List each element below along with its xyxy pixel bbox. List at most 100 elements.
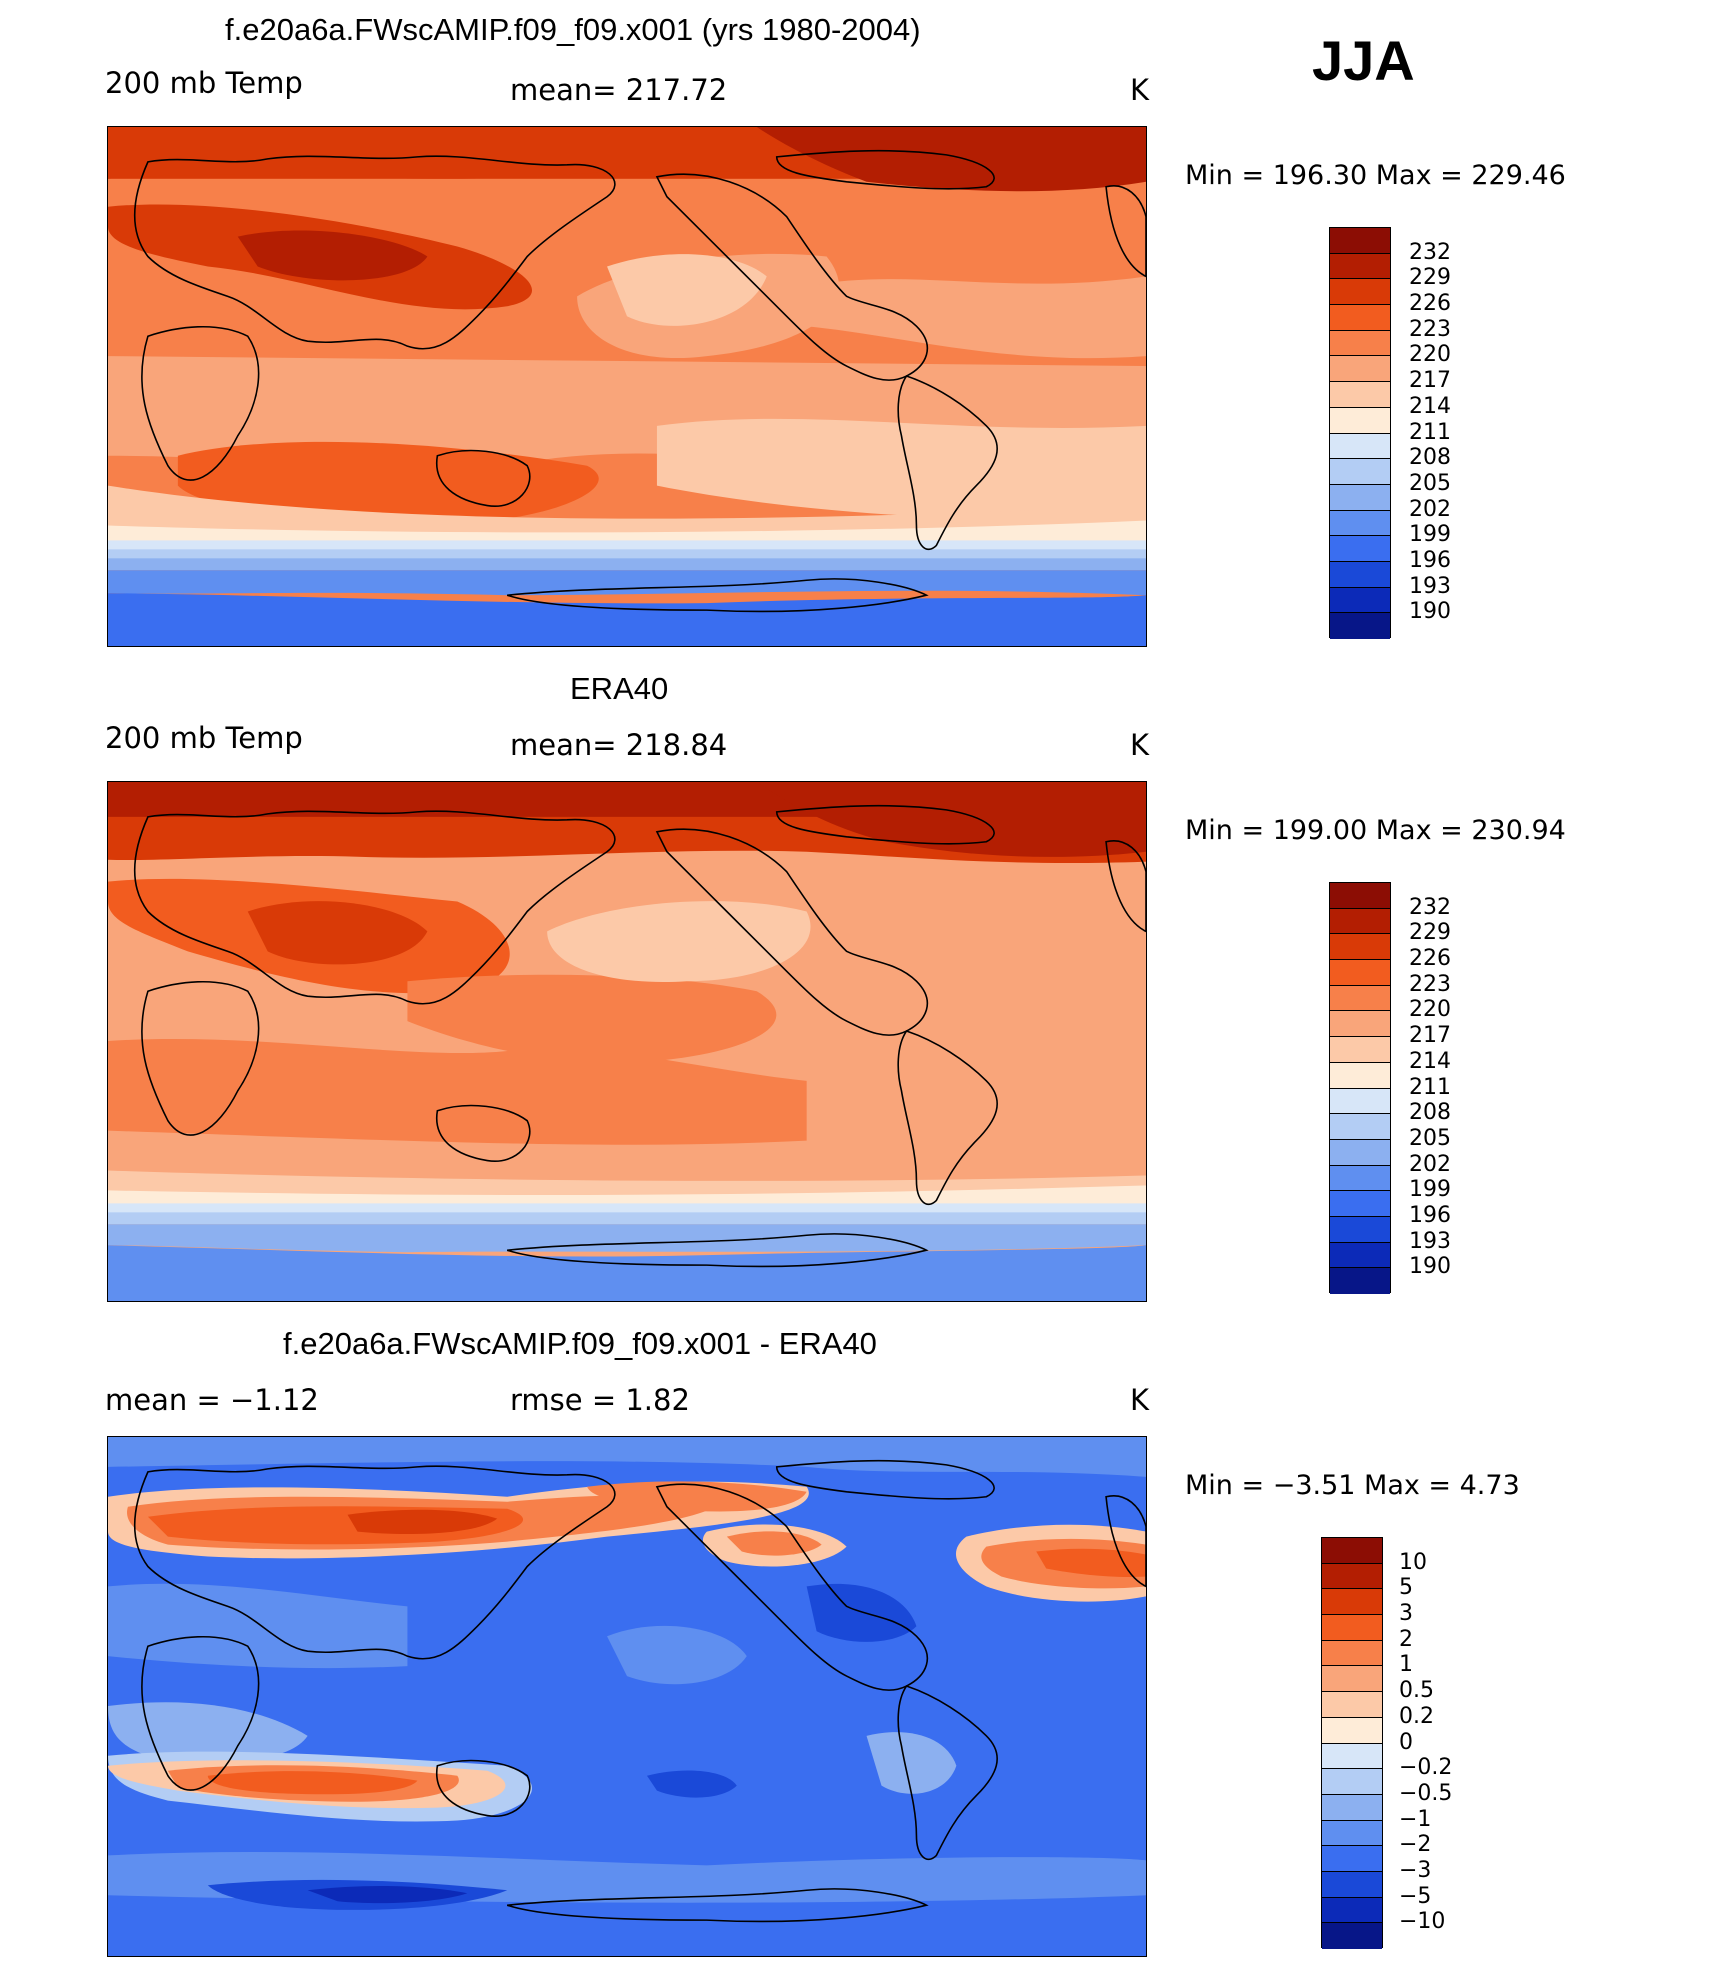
colorbar-swatch (1330, 1268, 1390, 1294)
colorbar-label: 208 (1409, 445, 1451, 471)
colorbar-label: 220 (1409, 342, 1451, 368)
colorbar-swatch (1330, 1165, 1390, 1192)
colorbar-label: −5 (1399, 1883, 1432, 1909)
panel3-map (107, 1436, 1147, 1957)
colorbar-swatch (1330, 228, 1390, 254)
panel2-minmax: Min = 199.00 Max = 230.94 (1185, 815, 1566, 846)
colorbar-swatch (1330, 510, 1390, 537)
colorbar-label: 202 (1409, 1151, 1451, 1177)
colorbar-swatch (1330, 934, 1390, 961)
colorbar-swatch (1330, 985, 1390, 1012)
colorbar-swatch (1322, 1563, 1382, 1590)
colorbar-swatch (1330, 883, 1390, 909)
panel1-coastlines (133, 149, 1146, 613)
colorbar-swatch (1330, 1191, 1390, 1217)
panel3-coastlines (133, 1459, 1146, 1923)
colorbar-label: 1 (1399, 1652, 1413, 1678)
panel3-minmax: Min = −3.51 Max = 4.73 (1185, 1470, 1520, 1501)
colorbar-swatch (1330, 459, 1390, 485)
colorbar-label: 193 (1409, 573, 1451, 599)
colorbar-swatch (1330, 279, 1390, 306)
colorbar-label: 196 (1409, 1202, 1451, 1228)
colorbar-swatch (1330, 1216, 1390, 1243)
panel2-units-label: K (1130, 728, 1150, 762)
colorbar-label: −0.5 (1399, 1780, 1453, 1806)
colorbar-label: 220 (1409, 997, 1451, 1023)
panel1-contour-field (108, 127, 1146, 646)
colorbar-label: 226 (1409, 946, 1451, 972)
colorbar-label: 10 (1399, 1549, 1427, 1575)
colorbar-label: 193 (1409, 1228, 1451, 1254)
colorbar-label: 217 (1409, 1023, 1451, 1049)
colorbar-swatch (1330, 433, 1390, 460)
colorbar-swatch (1322, 1666, 1382, 1693)
colorbar-label: 232 (1409, 239, 1451, 265)
colorbar-swatch (1330, 253, 1390, 280)
panel2-contour-field (108, 782, 1146, 1301)
colorbar-label: 223 (1409, 971, 1451, 997)
colorbar-label: 202 (1409, 496, 1451, 522)
panel3-colorbar: 10 5 3 2 1 0.5 0.2 0 −0.2 −0.5 −1 −2 −3 −5 −10 (1321, 1537, 1453, 1949)
panel2-colorbar: 232 229 226 223 220 217 214 211 208 205 202 199 196 1… (1329, 882, 1451, 1294)
colorbar-label: 3 (1399, 1601, 1413, 1627)
season-label: JJA (1312, 29, 1415, 92)
colorbar-label: 2 (1399, 1626, 1413, 1652)
colorbar-swatch (1330, 484, 1390, 511)
colorbar-label: 0.5 (1399, 1678, 1434, 1704)
colorbar-label: 229 (1409, 920, 1451, 946)
colorbar-swatch (1330, 1062, 1390, 1089)
panel2-coastlines (133, 804, 1146, 1268)
colorbar-swatch (1322, 1923, 1382, 1949)
colorbar-swatch (1322, 1692, 1382, 1718)
panel1-variable-label: 200 mb Temp (105, 66, 303, 100)
colorbar-label: 199 (1409, 522, 1451, 548)
colorbar-label: 0.2 (1399, 1703, 1434, 1729)
colorbar-label: 5 (1399, 1575, 1413, 1601)
colorbar-label: 196 (1409, 547, 1451, 573)
panel1-minmax: Min = 196.30 Max = 229.46 (1185, 160, 1566, 191)
colorbar-swatch (1330, 960, 1390, 986)
colorbar-swatch (1322, 1589, 1382, 1616)
colorbar-swatch (1330, 1242, 1390, 1269)
panel1-mean-label: mean= 217.72 (510, 73, 728, 107)
colorbar-swatch (1330, 407, 1390, 434)
colorbar-swatch (1330, 1139, 1390, 1166)
panel3-units-label: K (1130, 1383, 1150, 1417)
colorbar-label: 211 (1409, 419, 1451, 445)
colorbar-label: 205 (1409, 470, 1451, 496)
colorbar-label: 211 (1409, 1074, 1451, 1100)
colorbar-swatch (1330, 1114, 1390, 1140)
colorbar-swatch (1330, 536, 1390, 562)
panel3-rmse-label: rmse = 1.82 (510, 1383, 690, 1417)
colorbar-label: 205 (1409, 1125, 1451, 1151)
colorbar-swatch (1322, 1871, 1382, 1898)
panel2-mean-label: mean= 218.84 (510, 728, 728, 762)
colorbar-swatch (1330, 305, 1390, 331)
colorbar-swatch (1330, 1011, 1390, 1038)
colorbar-label: 223 (1409, 316, 1451, 342)
colorbar-swatch (1322, 1640, 1382, 1667)
colorbar-label: 190 (1409, 1254, 1451, 1280)
colorbar-swatch (1322, 1615, 1382, 1641)
colorbar-label: 232 (1409, 894, 1451, 920)
colorbar-swatch (1322, 1769, 1382, 1795)
colorbar-swatch (1330, 330, 1390, 357)
colorbar-label: 217 (1409, 368, 1451, 394)
colorbar-label: 0 (1399, 1729, 1413, 1755)
colorbar-swatch (1330, 382, 1390, 408)
panel2-title: ERA40 (570, 671, 669, 706)
colorbar-swatch (1322, 1820, 1382, 1847)
panel1-colorbar-box (1329, 227, 1391, 639)
colorbar-swatch (1330, 356, 1390, 383)
colorbar-label: −1 (1399, 1806, 1432, 1832)
panel3-contour-field (108, 1437, 1146, 1956)
colorbar-label: 214 (1409, 1048, 1451, 1074)
colorbar-swatch (1330, 908, 1390, 935)
colorbar-label: −0.2 (1399, 1755, 1453, 1781)
panel2-variable-label: 200 mb Temp (105, 721, 303, 755)
colorbar-swatch (1322, 1743, 1382, 1770)
colorbar-swatch (1330, 1088, 1390, 1115)
colorbar-label: 214 (1409, 393, 1451, 419)
colorbar-label: 229 (1409, 265, 1451, 291)
colorbar-swatch (1322, 1794, 1382, 1821)
